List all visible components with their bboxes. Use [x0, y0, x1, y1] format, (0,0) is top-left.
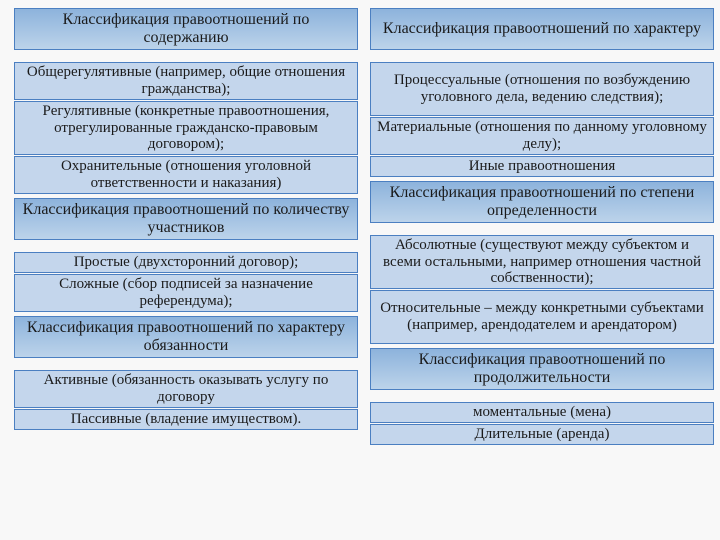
spacer [14, 358, 358, 370]
classification-item: Абсолютные (существуют между субъектом и… [370, 235, 714, 289]
classification-item: Регулятивные (конкретные правоотношения,… [14, 101, 358, 155]
spacer [370, 50, 714, 62]
right-column: Классификация правоотношений по характер… [370, 8, 714, 445]
spacer [370, 223, 714, 235]
classification-item: Общерегулятивные (например, общие отноше… [14, 62, 358, 100]
classification-item: Сложные (сбор подписей за назначение реф… [14, 274, 358, 312]
section-title: Классификация правоотношений по продолжи… [370, 348, 714, 390]
classification-item: Простые (двухсторонний договор); [14, 252, 358, 273]
spacer [370, 390, 714, 402]
spacer [14, 240, 358, 252]
classification-item: Охранительные (отношения уголовной ответ… [14, 156, 358, 194]
section-title: Классификация правоотношений по характер… [14, 316, 358, 358]
classification-item: Процессуальные (отношения по возбуждению… [370, 62, 714, 116]
section-title: Классификация правоотношений по степени … [370, 181, 714, 223]
classification-item: Иные правоотношения [370, 156, 714, 177]
classification-item: Длительные (аренда) [370, 424, 714, 445]
classification-item: Материальные (отношения по данному уголо… [370, 117, 714, 155]
classification-item: Относительные – между конкретными субъек… [370, 290, 714, 344]
spacer [14, 50, 358, 62]
section-title: Классификация правоотношений по характер… [370, 8, 714, 50]
classification-item: Активные (обязанность оказывать услугу п… [14, 370, 358, 408]
classification-item: Пассивные (владение имуществом). [14, 409, 358, 430]
classification-item: моментальные (мена) [370, 402, 714, 423]
section-title: Классификация правоотношений по содержан… [14, 8, 358, 50]
section-title: Классификация правоотношений по количест… [14, 198, 358, 240]
left-column: Классификация правоотношений по содержан… [14, 8, 358, 430]
